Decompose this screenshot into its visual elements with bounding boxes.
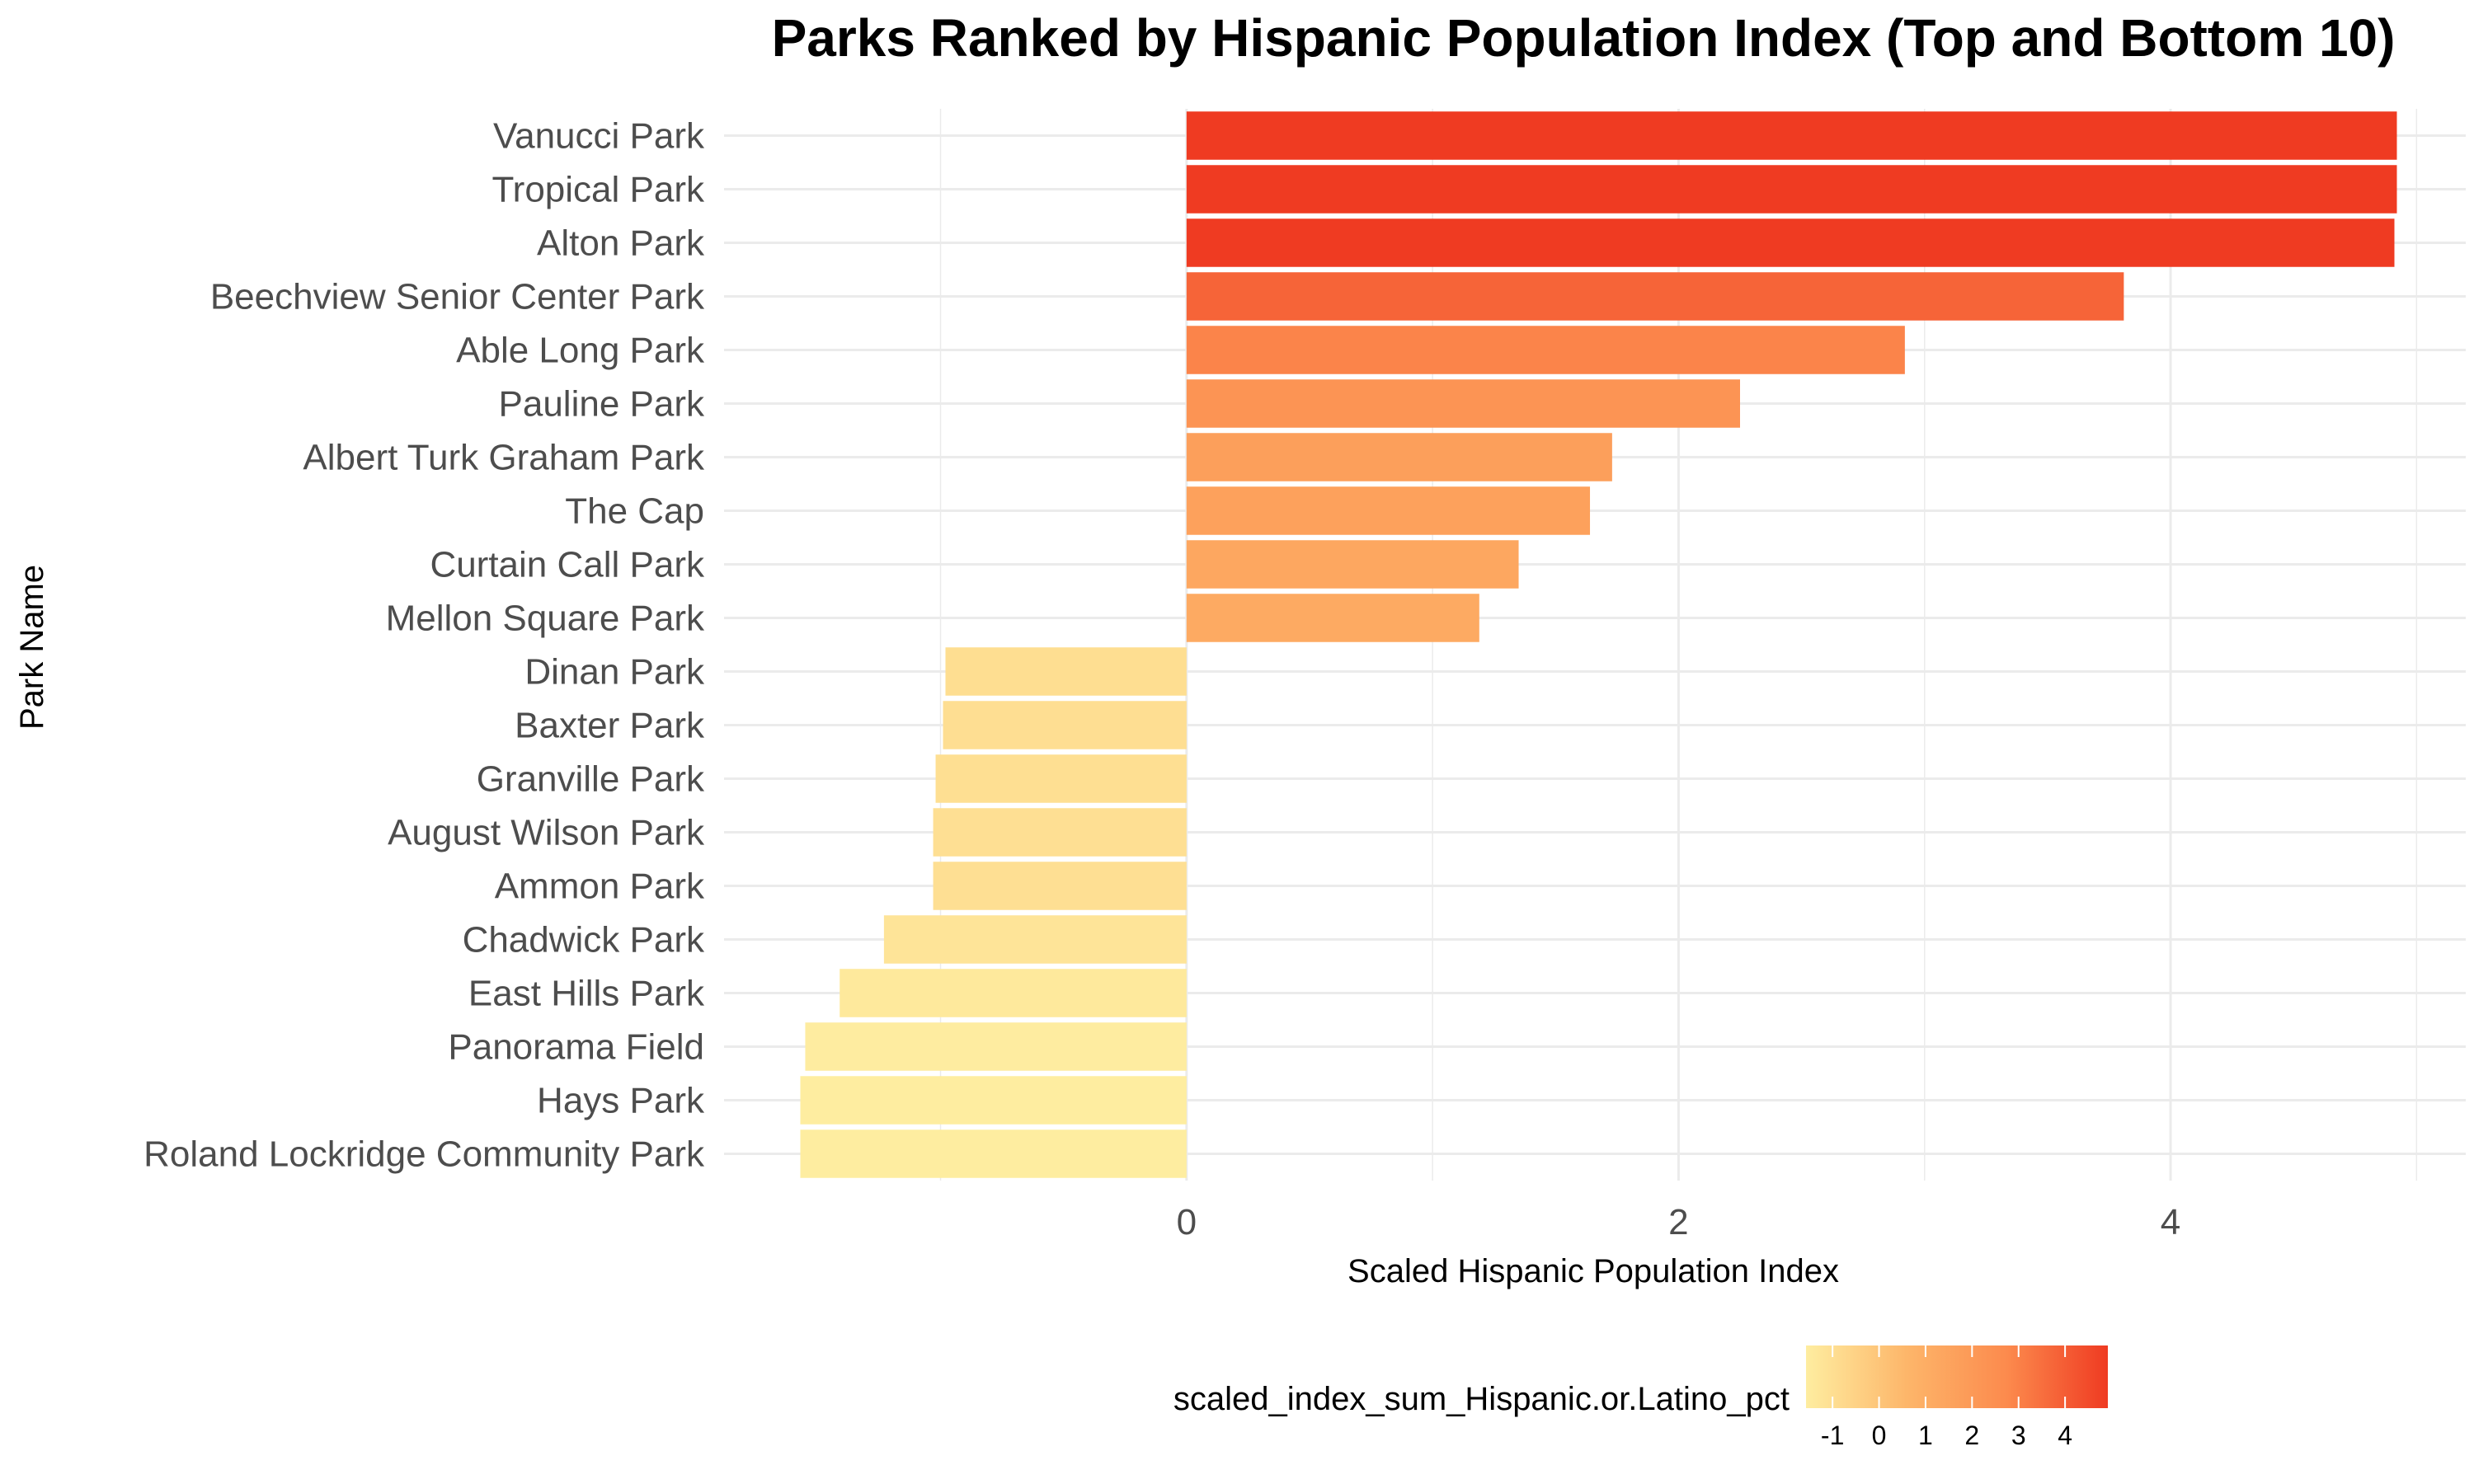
bar <box>805 1022 1187 1071</box>
category-label: Roland Lockridge Community Park <box>143 1134 705 1175</box>
category-label: Beechview Senior Center Park <box>210 277 705 317</box>
x-tick-label: 0 <box>1177 1202 1197 1242</box>
category-label: Mellon Square Park <box>386 599 705 639</box>
category-label: Able Long Park <box>456 331 705 371</box>
category-label: August Wilson Park <box>388 813 705 853</box>
grid <box>724 109 2466 1181</box>
bar <box>1186 326 1905 374</box>
bar <box>1186 272 2124 321</box>
x-tick-labels: 0 2 4 <box>1177 1202 2181 1242</box>
bar <box>1186 111 2397 160</box>
legend-tick-label: 3 <box>2011 1421 2026 1450</box>
category-label: Ammon Park <box>495 866 705 907</box>
bar <box>933 862 1187 910</box>
legend-tick-label: 0 <box>1872 1421 1887 1450</box>
category-label: Alton Park <box>537 223 705 264</box>
legend-tick-label: -1 <box>1821 1421 1844 1450</box>
legend-colorbar <box>1806 1345 2108 1408</box>
category-label: Curtain Call Park <box>430 545 705 585</box>
category-label: The Cap <box>565 491 704 532</box>
category-label: East Hills Park <box>468 974 705 1014</box>
x-axis-title: Scaled Hispanic Population Index <box>1348 1253 1839 1289</box>
legend-ticks: -1 0 1 2 3 4 <box>1821 1345 2072 1450</box>
bar <box>1186 165 2397 214</box>
bar <box>1186 486 1591 535</box>
bar <box>840 969 1187 1017</box>
bar <box>935 754 1187 803</box>
category-label: Panorama Field <box>448 1027 704 1068</box>
bar <box>1186 594 1479 642</box>
category-label: Granville Park <box>477 759 705 800</box>
legend-tick-label: 4 <box>2058 1421 2072 1450</box>
bar <box>1186 540 1519 589</box>
category-label: Hays Park <box>537 1081 705 1121</box>
bar <box>800 1076 1187 1125</box>
bar <box>883 915 1187 964</box>
category-label: Vanucci Park <box>493 116 705 157</box>
legend: scaled_index_sum_Hispanic.or.Latino_pct … <box>1174 1345 2108 1450</box>
bar <box>943 701 1187 749</box>
category-label: Albert Turk Graham Park <box>303 438 705 478</box>
bar <box>945 647 1187 696</box>
legend-tick-label: 1 <box>1918 1421 1933 1450</box>
bar <box>800 1129 1187 1178</box>
category-label: Pauline Park <box>499 384 705 425</box>
bars <box>800 111 2397 1178</box>
category-labels: Vanucci Park Tropical Park Alton Park Beech… <box>143 116 705 1175</box>
bar <box>1186 433 1612 481</box>
bar <box>1186 218 2395 267</box>
legend-tick-label: 2 <box>1964 1421 1979 1450</box>
x-tick-label: 4 <box>2161 1202 2180 1242</box>
category-label: Baxter Park <box>515 706 705 746</box>
category-label: Dinan Park <box>524 652 705 693</box>
category-label: Tropical Park <box>492 170 705 210</box>
bar <box>933 808 1187 857</box>
chart-title: Parks Ranked by Hispanic Population Inde… <box>772 8 2396 68</box>
y-axis-title: Park Name <box>14 565 50 730</box>
x-tick-label: 2 <box>1668 1202 1688 1242</box>
bar <box>1186 379 1740 428</box>
legend-title: scaled_index_sum_Hispanic.or.Latino_pct <box>1174 1381 1790 1417</box>
category-label: Chadwick Park <box>463 920 705 960</box>
